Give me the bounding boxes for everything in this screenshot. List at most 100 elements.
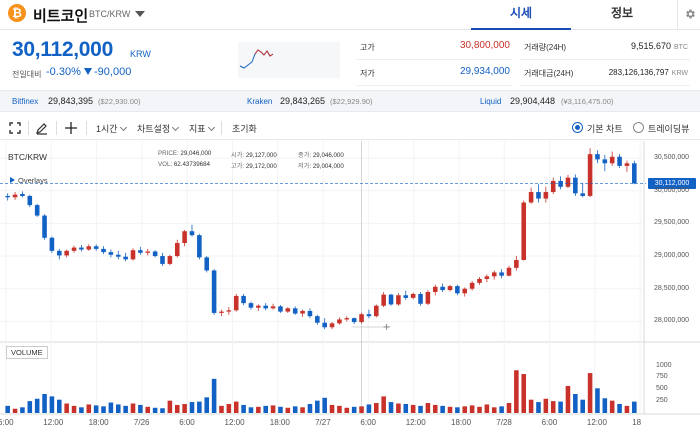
- candle-body: [307, 310, 313, 317]
- crosshair-plus-icon: +: [383, 322, 391, 333]
- tab-info[interactable]: 정보: [610, 6, 634, 20]
- candlestick-chart-svg[interactable]: +: [0, 141, 700, 434]
- candle-body: [189, 231, 195, 236]
- candle-body: [211, 270, 217, 313]
- change-rate: -0.30%: [46, 66, 81, 78]
- exchange-usd: ($22,929.90): [330, 97, 373, 106]
- tradingview-label[interactable]: 트레이딩뷰: [648, 124, 690, 134]
- volume-bar: [108, 402, 114, 413]
- volume-label: 거래량(24H): [524, 43, 567, 52]
- crosshair-icon[interactable]: [63, 120, 79, 136]
- candle-body: [12, 194, 18, 198]
- candle-body: [256, 305, 261, 308]
- time-axis-label: 12:00: [586, 418, 607, 427]
- volume-bar: [86, 404, 92, 413]
- candle-body: [27, 195, 33, 206]
- reset-button[interactable]: 초기화: [232, 124, 257, 134]
- change-label: 전일대비: [12, 70, 42, 79]
- volume-bar: [550, 401, 556, 413]
- candle-body: [484, 276, 490, 279]
- candle-body: [447, 286, 453, 291]
- time-axis-label: 7/28: [496, 418, 512, 427]
- volume-bar: [491, 407, 497, 413]
- volume-bar: [241, 404, 246, 413]
- exchange-price: 29,843,265: [280, 96, 326, 106]
- change-amount: -90,000: [94, 66, 132, 78]
- price-axis-label: 29,000,000: [654, 252, 690, 260]
- basic-chart-label[interactable]: 기본 차트: [587, 124, 623, 134]
- sparkline-line-up: [254, 49, 274, 57]
- price-axis-label: 30,500,000: [654, 154, 690, 162]
- tradingview-radio[interactable]: [633, 122, 644, 133]
- volume-bar: [174, 404, 180, 413]
- candle-body: [322, 322, 327, 328]
- candle-body: [241, 295, 246, 304]
- basic-chart-radio[interactable]: [572, 122, 583, 133]
- candle-body: [344, 318, 350, 320]
- indicators-select[interactable]: 지표: [189, 122, 215, 135]
- volume-bar: [374, 403, 379, 413]
- time-axis-label: 7/27: [315, 418, 331, 427]
- volume-bar: [632, 401, 637, 413]
- candle-body: [49, 237, 55, 251]
- volume-bar: [624, 405, 630, 413]
- candle-body: [145, 251, 151, 253]
- pencil-icon[interactable]: [34, 120, 50, 136]
- bitcoin-logo-icon: ₿: [8, 4, 26, 22]
- volume-bar: [536, 402, 541, 413]
- stat-high: 고가 30,800,000: [356, 34, 512, 60]
- caret-right-icon: [10, 177, 15, 183]
- high-value: 30,800,000: [459, 40, 510, 51]
- candle-body: [440, 286, 445, 291]
- volume-bar: [602, 398, 608, 413]
- price-axis-label: 29,500,000: [654, 219, 690, 227]
- candle-body: [558, 180, 563, 187]
- volume-bar: [425, 403, 431, 413]
- candle-body: [514, 259, 519, 268]
- candle-body: [491, 272, 497, 277]
- amount-unit: KRW: [671, 70, 688, 77]
- volume-bar: [617, 403, 622, 413]
- volume-axis-label: 750: [656, 373, 668, 381]
- fullscreen-icon[interactable]: [7, 120, 23, 136]
- candle-body: [219, 311, 224, 313]
- coin-name[interactable]: 비트코인: [33, 8, 89, 25]
- volume-bar: [484, 404, 490, 413]
- candle-body: [130, 250, 136, 260]
- candle-body: [226, 310, 232, 312]
- chevron-down-icon: [119, 123, 127, 132]
- volume-bar: [278, 406, 283, 413]
- candle-body: [292, 308, 298, 314]
- candle-body: [167, 256, 173, 264]
- legend-key: PRICE:: [158, 150, 179, 157]
- candle-body: [366, 314, 372, 317]
- candle-body: [42, 215, 47, 238]
- candle-body: [550, 180, 556, 193]
- volume-bar: [388, 402, 394, 413]
- candle-body: [20, 194, 25, 196]
- settings-button[interactable]: [677, 0, 700, 30]
- exchange-name[interactable]: Liquid: [480, 97, 502, 106]
- volume-bar: [455, 407, 460, 413]
- candle-body: [543, 192, 549, 199]
- tab-market[interactable]: 시세: [471, 0, 571, 30]
- legend-key: 종가:: [298, 152, 312, 159]
- volume-bar: [42, 394, 47, 413]
- price-chart[interactable]: + BTC/KRW PRICE: 29,046,000 VOL: 62.4373…: [0, 141, 700, 434]
- legend-value: 29,046,000: [180, 150, 212, 157]
- candle-body: [300, 310, 305, 314]
- exchange-name[interactable]: Bitfinex: [12, 97, 39, 106]
- caret-down-icon[interactable]: [135, 11, 145, 17]
- volume-bar: [447, 406, 453, 413]
- volume-bar: [101, 406, 106, 413]
- chart-pair-label: BTC/KRW: [8, 152, 48, 162]
- candle-body: [374, 305, 379, 317]
- volume-bar: [5, 405, 10, 413]
- exchange-name[interactable]: Kraken: [247, 97, 273, 106]
- chart-settings-select[interactable]: 차트설정: [137, 122, 180, 135]
- candle-body: [174, 243, 180, 257]
- candle-body: [160, 256, 165, 264]
- interval-select[interactable]: 1시간: [96, 122, 127, 135]
- overlays-toggle[interactable]: Overlays: [10, 176, 48, 185]
- coin-pair[interactable]: BTC/KRW: [89, 9, 131, 19]
